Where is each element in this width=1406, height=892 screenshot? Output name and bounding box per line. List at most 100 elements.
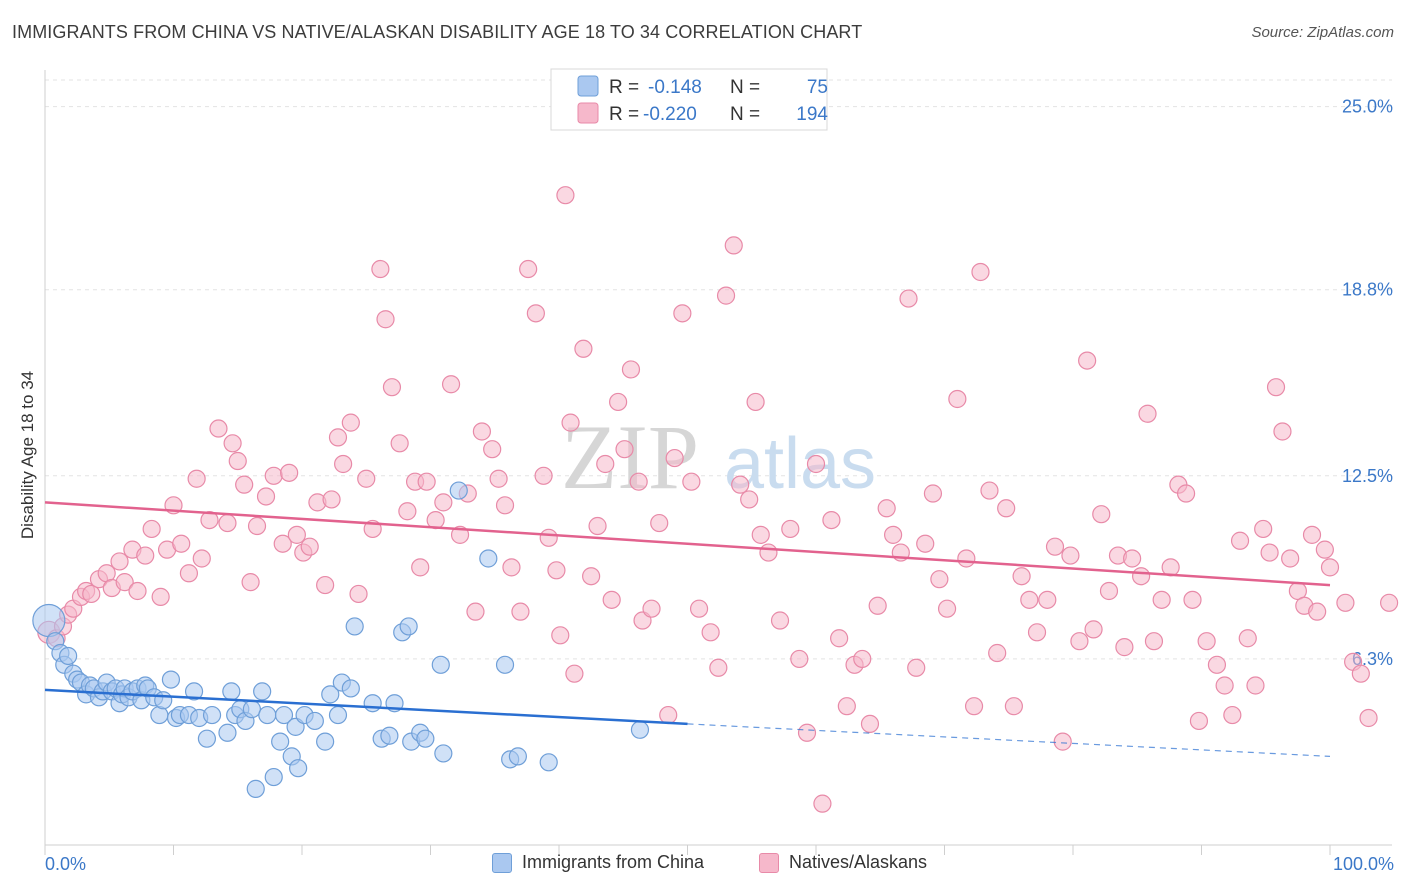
natives-point	[115, 573, 134, 592]
natives-point	[682, 472, 701, 491]
china-point	[399, 617, 418, 636]
china-point	[289, 759, 308, 778]
natives-point	[883, 525, 903, 544]
natives-point	[287, 525, 306, 544]
china-point	[184, 682, 204, 701]
china-point	[264, 767, 283, 787]
natives-point	[1254, 519, 1273, 539]
axes	[44, 70, 1392, 846]
china-point	[246, 779, 265, 798]
natives-point	[382, 378, 402, 397]
natives-point	[376, 310, 395, 329]
natives-point	[709, 658, 728, 677]
legend-n-value-natives: 194	[796, 104, 828, 125]
china-points	[32, 481, 650, 798]
natives-point	[659, 705, 678, 725]
natives-point	[1260, 543, 1279, 562]
natives-point	[731, 475, 750, 494]
natives-point	[740, 490, 759, 509]
natives-point	[615, 440, 634, 459]
natives-point	[1152, 590, 1171, 609]
natives-point	[790, 649, 809, 669]
natives-point	[689, 599, 709, 618]
china-point	[154, 691, 173, 710]
y-tick-label: 25.0%	[1342, 97, 1393, 117]
china-point	[431, 655, 450, 674]
natives-point	[82, 584, 101, 604]
legend-r-label: R =	[609, 104, 639, 125]
natives-point	[746, 392, 765, 412]
china-point	[495, 655, 515, 674]
china-trend-line	[44, 688, 688, 726]
natives-point	[151, 587, 170, 606]
china-point	[218, 723, 237, 742]
natives-point	[665, 448, 684, 468]
natives-point	[1351, 664, 1370, 683]
china-point	[328, 705, 348, 725]
natives-point	[997, 499, 1016, 518]
trend-lines	[44, 501, 1331, 757]
natives-point	[1078, 351, 1097, 370]
natives-point	[980, 481, 999, 500]
china-point	[508, 747, 527, 766]
y-tick-label: 6.3%	[1352, 649, 1393, 669]
natives-point	[1115, 638, 1134, 657]
natives-point	[716, 286, 736, 305]
natives-point	[830, 629, 849, 648]
natives-point	[489, 469, 508, 488]
china-point	[316, 732, 335, 751]
natives-point	[142, 519, 161, 539]
natives-point	[1020, 590, 1039, 609]
natives-point	[136, 546, 155, 565]
natives-point	[629, 472, 648, 491]
natives-point	[235, 475, 254, 494]
natives-point	[1070, 632, 1089, 651]
legend-r-value-natives: -0.220	[643, 104, 697, 125]
natives-point	[770, 611, 790, 630]
china-point	[630, 720, 650, 739]
x-ticks	[44, 845, 1331, 855]
china-point	[479, 549, 498, 568]
china-point	[202, 705, 222, 725]
china-point	[434, 744, 453, 763]
natives-point	[218, 513, 237, 533]
china-point	[271, 732, 290, 751]
natives-point	[1138, 404, 1157, 423]
natives-point	[813, 794, 832, 813]
natives-point	[322, 490, 341, 509]
natives-point	[187, 469, 206, 488]
china-point	[449, 481, 468, 500]
natives-point	[1230, 531, 1250, 550]
natives-point	[1123, 549, 1142, 568]
china-point	[539, 753, 558, 772]
natives-point	[1380, 593, 1399, 612]
china-point	[274, 705, 294, 725]
china-point	[258, 705, 277, 725]
natives-point	[837, 697, 856, 716]
natives-point	[502, 558, 521, 577]
natives-point	[923, 484, 943, 503]
natives-point	[192, 549, 211, 568]
china-point	[242, 700, 261, 719]
natives-point	[1359, 708, 1378, 728]
y-tick-label: 18.8%	[1342, 280, 1393, 300]
natives-point	[280, 463, 299, 482]
natives-point	[256, 487, 276, 506]
natives-point	[751, 525, 770, 544]
natives-point	[673, 304, 692, 323]
natives-point	[948, 389, 967, 409]
natives-point	[781, 519, 800, 539]
natives-point	[1320, 558, 1340, 577]
natives-point	[701, 623, 720, 642]
natives-point	[483, 440, 502, 459]
natives-point	[642, 599, 661, 618]
natives-point	[1027, 623, 1047, 642]
natives-point	[937, 599, 957, 618]
natives-point	[551, 626, 570, 645]
natives-point	[621, 360, 641, 379]
legend-swatch-china	[492, 852, 512, 873]
natives-point	[223, 434, 242, 453]
natives-point	[328, 428, 348, 447]
natives-point	[341, 413, 360, 432]
natives-point	[273, 534, 292, 553]
